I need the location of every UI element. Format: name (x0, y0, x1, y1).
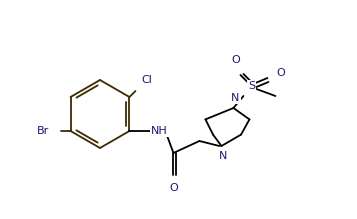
Text: Br: Br (37, 126, 50, 136)
Text: N: N (231, 93, 240, 103)
Text: NH: NH (151, 126, 168, 136)
Text: O: O (276, 68, 285, 78)
Text: O: O (169, 183, 178, 193)
Text: O: O (231, 55, 240, 65)
Text: N: N (219, 151, 228, 161)
Text: Cl: Cl (141, 75, 152, 85)
Text: S: S (248, 81, 255, 91)
